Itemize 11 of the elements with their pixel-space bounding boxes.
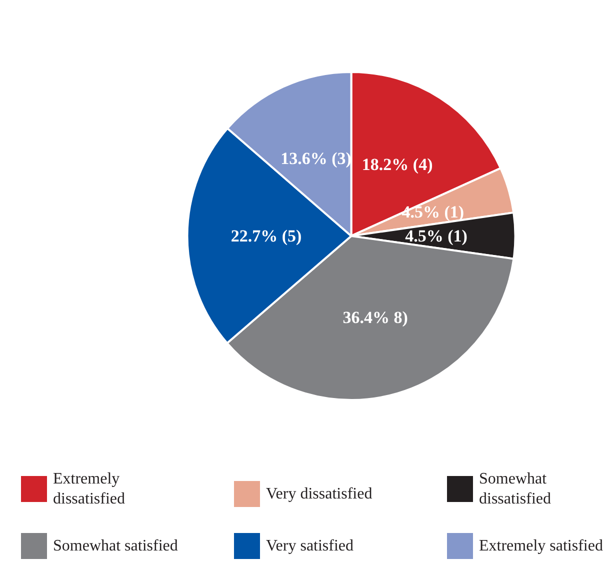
data-label: 4.5% (1) xyxy=(405,226,468,246)
data-label: 36.4% 8) xyxy=(342,308,408,328)
legend-label: Extremely dissatisfied xyxy=(53,470,125,508)
legend-label: Somewhat dissatisfied xyxy=(479,470,551,508)
data-label: 18.2% (4) xyxy=(362,155,433,174)
data-label: 13.6% (3) xyxy=(280,149,352,168)
legend-label: Somewhat satisfied xyxy=(53,538,178,554)
legend-label: Extremely satisfied xyxy=(479,538,603,554)
legend-label: Very dissatisfied xyxy=(266,486,372,502)
legend-label: Very satisfied xyxy=(266,538,354,554)
data-label: 22.7% (5) xyxy=(230,226,302,246)
